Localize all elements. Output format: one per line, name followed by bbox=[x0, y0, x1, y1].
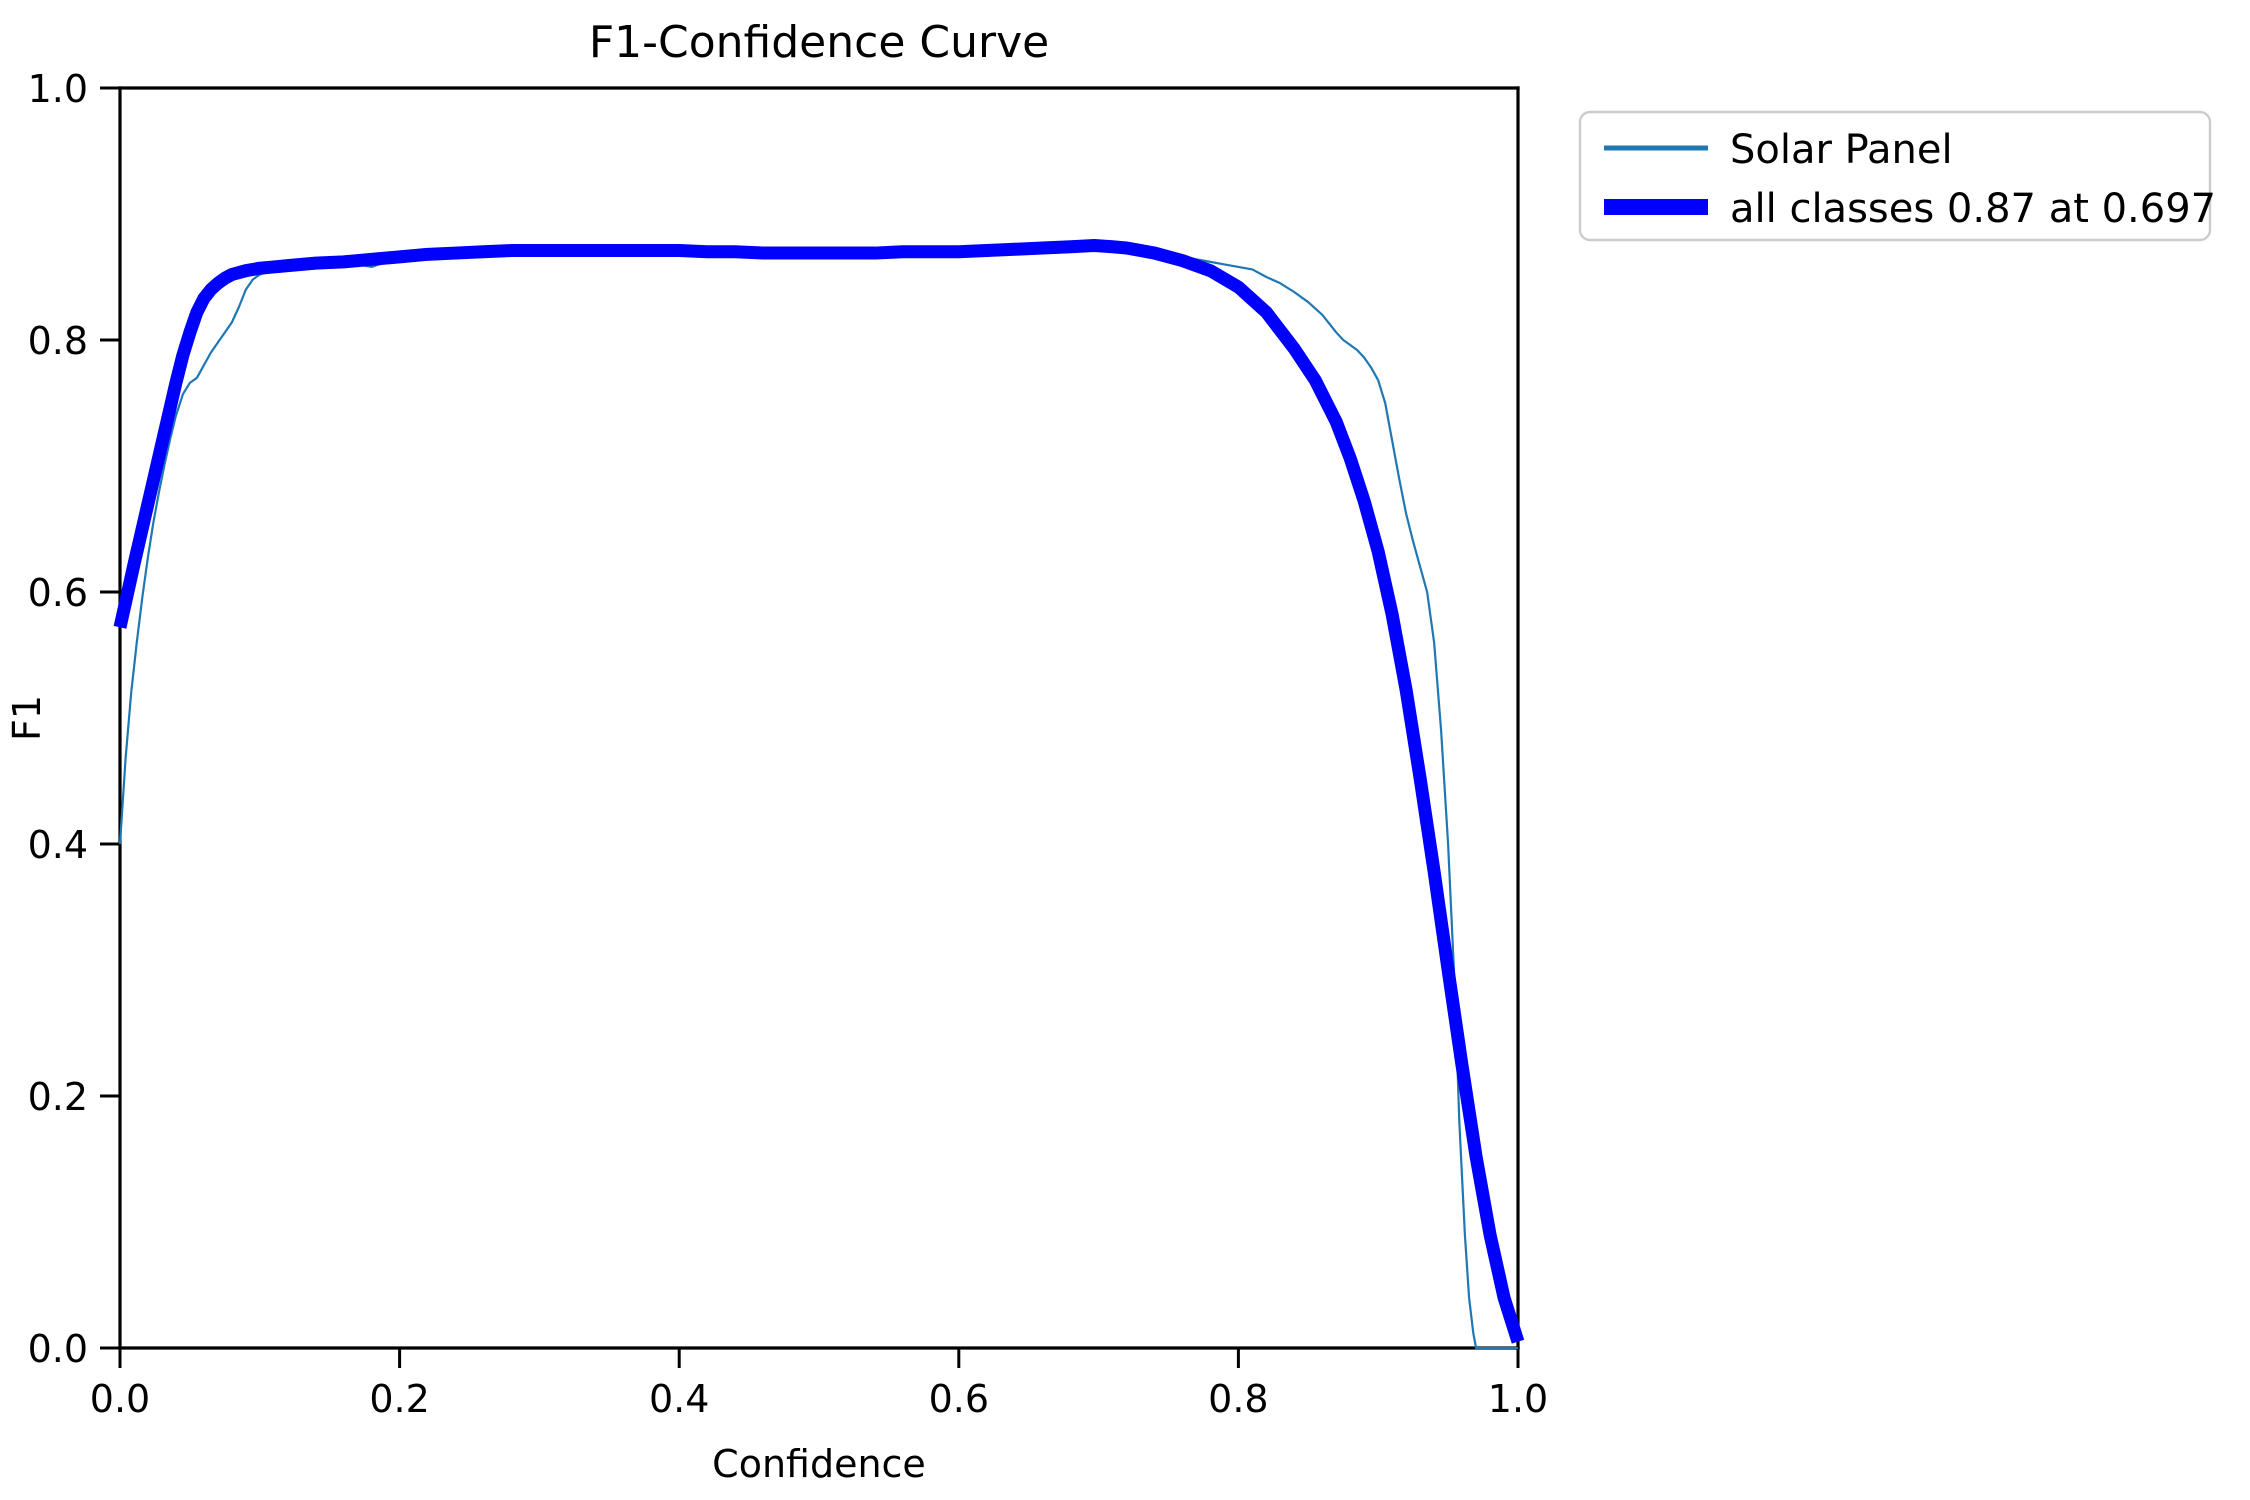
y-tick-label: 0.8 bbox=[28, 319, 88, 363]
x-tick-label: 0.8 bbox=[1208, 1377, 1268, 1421]
y-tick-label: 0.0 bbox=[28, 1327, 88, 1371]
series-line-solar-panel bbox=[118, 240, 1518, 1350]
legend-entry-solar-panel[interactable]: Solar Panel bbox=[1604, 127, 1953, 173]
y-axis: 0.0 0.2 0.4 0.6 0.8 1.0 F1 bbox=[5, 67, 120, 1371]
legend-entry-all-classes[interactable]: all classes 0.87 at 0.697 bbox=[1604, 186, 2216, 232]
data-series-group bbox=[113, 239, 1525, 1350]
x-tick-group-3: 0.6 bbox=[929, 1348, 989, 1421]
x-tick-label: 0.0 bbox=[90, 1377, 150, 1421]
y-axis-title: F1 bbox=[5, 695, 49, 741]
x-tick-label: 0.2 bbox=[369, 1377, 429, 1421]
series-line-all-classes bbox=[113, 239, 1525, 1344]
legend-label: all classes 0.87 at 0.697 bbox=[1730, 186, 2216, 232]
x-tick-group-2: 0.4 bbox=[649, 1348, 709, 1421]
x-axis-title: Confidence bbox=[712, 1442, 926, 1486]
legend-box bbox=[1578, 110, 2212, 242]
x-tick-label: 0.4 bbox=[649, 1377, 709, 1421]
y-tick-group-1: 0.2 bbox=[28, 1075, 120, 1119]
legend-label: Solar Panel bbox=[1730, 127, 1953, 173]
legend: Solar Panel all classes 0.87 at 0.697 bbox=[1578, 110, 2216, 242]
y-tick-group-4: 0.8 bbox=[28, 319, 120, 363]
x-tick-label: 1.0 bbox=[1488, 1377, 1548, 1421]
x-tick-label: 0.6 bbox=[929, 1377, 989, 1421]
x-tick-group-0: 0.0 bbox=[90, 1348, 150, 1421]
y-tick-group-0: 0.0 bbox=[28, 1327, 120, 1371]
y-tick-label: 0.2 bbox=[28, 1075, 88, 1119]
y-tick-label: 1.0 bbox=[28, 67, 88, 111]
y-tick-group-5: 1.0 bbox=[28, 67, 120, 111]
y-tick-group-3: 0.6 bbox=[28, 571, 120, 615]
x-tick-group-1: 0.2 bbox=[369, 1348, 430, 1421]
x-axis: 0.0 0.2 0.4 0.6 0.8 1.0 Confiden bbox=[90, 1348, 1548, 1486]
plot-frame bbox=[118, 86, 1520, 1350]
chart-title: F1-Confidence Curve bbox=[589, 17, 1049, 68]
y-tick-group-2: 0.4 bbox=[28, 823, 120, 867]
y-tick-label: 0.6 bbox=[28, 571, 88, 615]
x-tick-group-4: 0.8 bbox=[1208, 1348, 1269, 1421]
x-tick-group-5: 1.0 bbox=[1488, 1348, 1548, 1421]
y-tick-label: 0.4 bbox=[28, 823, 88, 867]
